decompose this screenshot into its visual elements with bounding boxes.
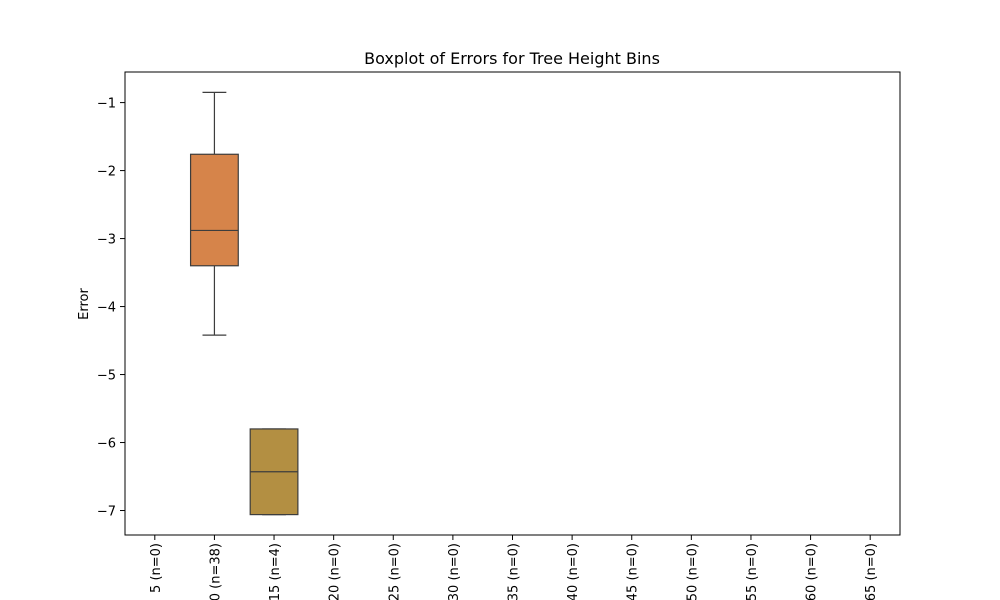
x-tick-label: 15 (n=4): [268, 543, 283, 600]
x-tick-label: 25 (n=0): [387, 543, 402, 600]
x-tick-label: 60 (n=0): [805, 543, 820, 600]
y-tick-label: −1: [97, 97, 116, 112]
y-tick-label: −5: [97, 369, 116, 384]
plot-area: −1 −2 −3 −4 −5 −6 −7 5 (n=0) 0 (n=38) 15 (n=4) 20 …: [97, 71, 901, 600]
x-tick-label: 55 (n=0): [745, 543, 760, 600]
y-tick-label: −4: [97, 301, 116, 316]
chart-title: Boxplot of Errors for Tree Height Bins: [364, 49, 660, 68]
x-tick-label: 40 (n=0): [566, 543, 581, 600]
x-tick-label: 35 (n=0): [507, 543, 522, 600]
y-axis-label: Error: [77, 288, 92, 320]
y-tick-label: −6: [97, 437, 116, 452]
y-tick-label: −3: [97, 233, 116, 248]
x-tick-label: 30 (n=0): [447, 543, 462, 600]
x-tick-label: 45 (n=0): [626, 543, 641, 600]
y-tick-label: −7: [97, 505, 116, 520]
y-tick-label: −2: [97, 165, 116, 180]
plot-frame: [124, 71, 901, 536]
x-tick-label: 5 (n=0): [149, 543, 164, 593]
x-tick-label: 50 (n=0): [685, 543, 700, 600]
box-iqr: [189, 153, 239, 267]
x-tick-label: 0 (n=38): [208, 543, 223, 600]
x-tick-label: 20 (n=0): [328, 543, 343, 600]
x-tick-label: 65 (n=0): [864, 543, 879, 600]
